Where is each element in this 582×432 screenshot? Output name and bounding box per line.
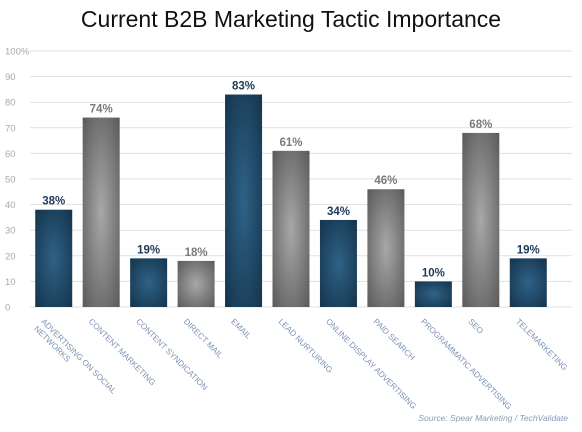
y-tick-label: 20 bbox=[5, 251, 16, 262]
bar bbox=[130, 258, 168, 307]
y-axis-ticks: 0 10 20 30 40 50 60 70 80 90 100% bbox=[5, 47, 30, 314]
bar bbox=[414, 281, 452, 307]
data-label: 74% bbox=[90, 104, 113, 116]
data-label: 19% bbox=[517, 244, 540, 256]
bar bbox=[272, 150, 310, 307]
data-label: 68% bbox=[469, 119, 492, 131]
category-labels: ADVERTISING ON SOCIALNETWORKS CONTENT MAR… bbox=[32, 317, 569, 411]
y-tick-label: 70 bbox=[5, 123, 16, 134]
data-label: 10% bbox=[422, 267, 445, 279]
category-label: DIRECT MAIL bbox=[182, 317, 225, 360]
bar bbox=[35, 209, 73, 307]
data-label: 34% bbox=[327, 206, 350, 218]
data-label: 61% bbox=[279, 137, 302, 149]
category-label: PAID SEARCH bbox=[371, 317, 416, 362]
category-label: ONLINE DISPLAY ADVERTISING bbox=[324, 317, 418, 411]
data-label: 46% bbox=[374, 175, 397, 187]
category-label: EMAIL bbox=[229, 317, 253, 341]
bar bbox=[367, 189, 405, 307]
y-tick-label: 80 bbox=[5, 98, 16, 109]
y-tick-label: 10 bbox=[5, 277, 16, 288]
bar bbox=[462, 132, 500, 307]
category-label: SEO bbox=[466, 317, 485, 336]
data-label: 83% bbox=[232, 81, 255, 93]
source-note: Source: Spear Marketing / TechValidate bbox=[418, 413, 568, 423]
bar bbox=[509, 258, 547, 307]
chart-title: Current B2B Marketing Tactic Importance bbox=[80, 6, 502, 32]
category-label: LEAD NURTURING bbox=[277, 317, 335, 375]
bars bbox=[35, 94, 547, 308]
y-tick-label: 40 bbox=[5, 200, 16, 211]
y-tick-label: 90 bbox=[5, 72, 16, 83]
category-label: TELEMARKETING bbox=[514, 317, 569, 372]
y-tick-label: 100% bbox=[5, 47, 30, 58]
data-labels: 38% 74% 19% 18% 83% 61% 34% 46% 10% 68% 19% bbox=[42, 81, 540, 280]
data-label: 38% bbox=[42, 196, 65, 208]
y-tick-label: 0 bbox=[5, 303, 10, 314]
data-label: 18% bbox=[185, 247, 208, 259]
bar bbox=[177, 260, 215, 307]
bar bbox=[82, 117, 120, 307]
bar bbox=[225, 94, 263, 308]
category-label: PROGRAMMATIC ADVERTISING bbox=[419, 317, 513, 411]
y-tick-label: 60 bbox=[5, 149, 16, 160]
bar bbox=[319, 219, 357, 307]
data-label: 19% bbox=[137, 244, 160, 256]
y-tick-label: 30 bbox=[5, 226, 16, 237]
y-tick-label: 50 bbox=[5, 175, 16, 186]
